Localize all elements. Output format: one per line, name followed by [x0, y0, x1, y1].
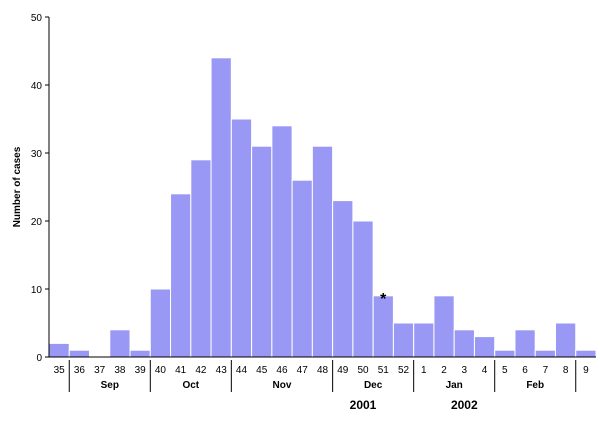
x-tick-label-week-52: 52: [398, 365, 410, 376]
bar-week-38: [109, 329, 131, 358]
bar-week-42: [190, 159, 212, 358]
x-tick-label-week-50: 50: [357, 365, 369, 376]
x-tick-label-week-47: 47: [297, 365, 309, 376]
y-tick-label: 0: [36, 353, 42, 364]
bar-week-9: [575, 349, 597, 358]
bar-week-7: [534, 349, 556, 358]
bar-week-50: [352, 220, 374, 358]
month-label-nov: Nov: [273, 380, 292, 391]
x-tick-label-week-36: 36: [74, 365, 86, 376]
bar-week-2: [433, 295, 455, 358]
x-tick-label-week-8: 8: [563, 365, 569, 376]
x-tick-label-week-45: 45: [256, 365, 268, 376]
x-tick-label-week-4: 4: [482, 365, 488, 376]
bar-week-46: [271, 125, 293, 358]
x-tick-label-week-3: 3: [462, 365, 468, 376]
month-label-feb: Feb: [526, 380, 544, 391]
x-tick-label-week-46: 46: [276, 365, 288, 376]
bar-week-4: [473, 336, 496, 358]
bar-week-8: [554, 322, 577, 358]
x-tick-label-week-6: 6: [522, 365, 528, 376]
y-tick-label: 10: [31, 285, 43, 296]
bar-week-49: [332, 200, 354, 358]
y-axis: 0 10 20 30 40 50: [31, 13, 50, 364]
y-axis-title: Number of cases: [12, 146, 23, 227]
bar-week-6: [514, 329, 536, 358]
x-axis: 35 36 37 38 39 40 41 42 43 44 45 46 47 48 49 50 51 52 1 2 3 4…: [49, 356, 596, 412]
x-tick-label-week-7: 7: [543, 365, 549, 376]
x-tick-label-week-38: 38: [114, 365, 126, 376]
month-label-jan: Jan: [446, 380, 463, 391]
year-label-2001: 2001: [350, 398, 377, 412]
x-tick-label-week-41: 41: [175, 365, 187, 376]
y-tick-label: 30: [31, 149, 43, 160]
x-tick-label-week-39: 39: [135, 365, 147, 376]
bar-week-45: [251, 145, 273, 358]
x-tick-label-week-1: 1: [421, 365, 427, 376]
bar-week-41: [170, 193, 192, 358]
x-tick-label-week-49: 49: [337, 365, 349, 376]
x-tick-label-week-44: 44: [236, 365, 248, 376]
bar-week-1: [413, 322, 435, 358]
bars-group: *: [48, 57, 597, 358]
bar-week-36: [68, 349, 91, 358]
bar-week-44: [230, 118, 253, 358]
x-tick-label-week-43: 43: [216, 365, 228, 376]
x-tick-label-week-35: 35: [54, 365, 66, 376]
y-tick-label: 40: [31, 81, 43, 92]
x-tick-label-week-5: 5: [502, 365, 508, 376]
x-tick-label-week-51: 51: [378, 365, 390, 376]
x-tick-label-week-9: 9: [583, 365, 589, 376]
x-tick-label-week-42: 42: [195, 365, 207, 376]
x-tick-label-week-48: 48: [317, 365, 329, 376]
bar-week-47: [291, 179, 313, 358]
x-tick-label-week-2: 2: [441, 365, 447, 376]
bar-week-35: [48, 342, 70, 358]
bar-week-39: [129, 349, 151, 358]
bar-week-52: [392, 322, 415, 358]
year-label-2002: 2002: [451, 398, 478, 412]
bar-week-48: [311, 145, 334, 358]
bar-week-43: [210, 57, 232, 358]
bar-week-40: [149, 288, 172, 358]
x-tick-label-week-37: 37: [94, 365, 106, 376]
x-tick-label-week-40: 40: [155, 365, 167, 376]
month-label-sep: Sep: [101, 380, 119, 391]
month-label-oct: Oct: [182, 380, 199, 391]
y-tick-label: 50: [31, 13, 43, 24]
y-tick-label: 20: [31, 217, 43, 228]
month-label-dec: Dec: [364, 380, 383, 391]
bar-week-5: [494, 349, 516, 358]
bar-week-3: [453, 329, 475, 358]
annotation-asterisk: *: [380, 291, 387, 308]
